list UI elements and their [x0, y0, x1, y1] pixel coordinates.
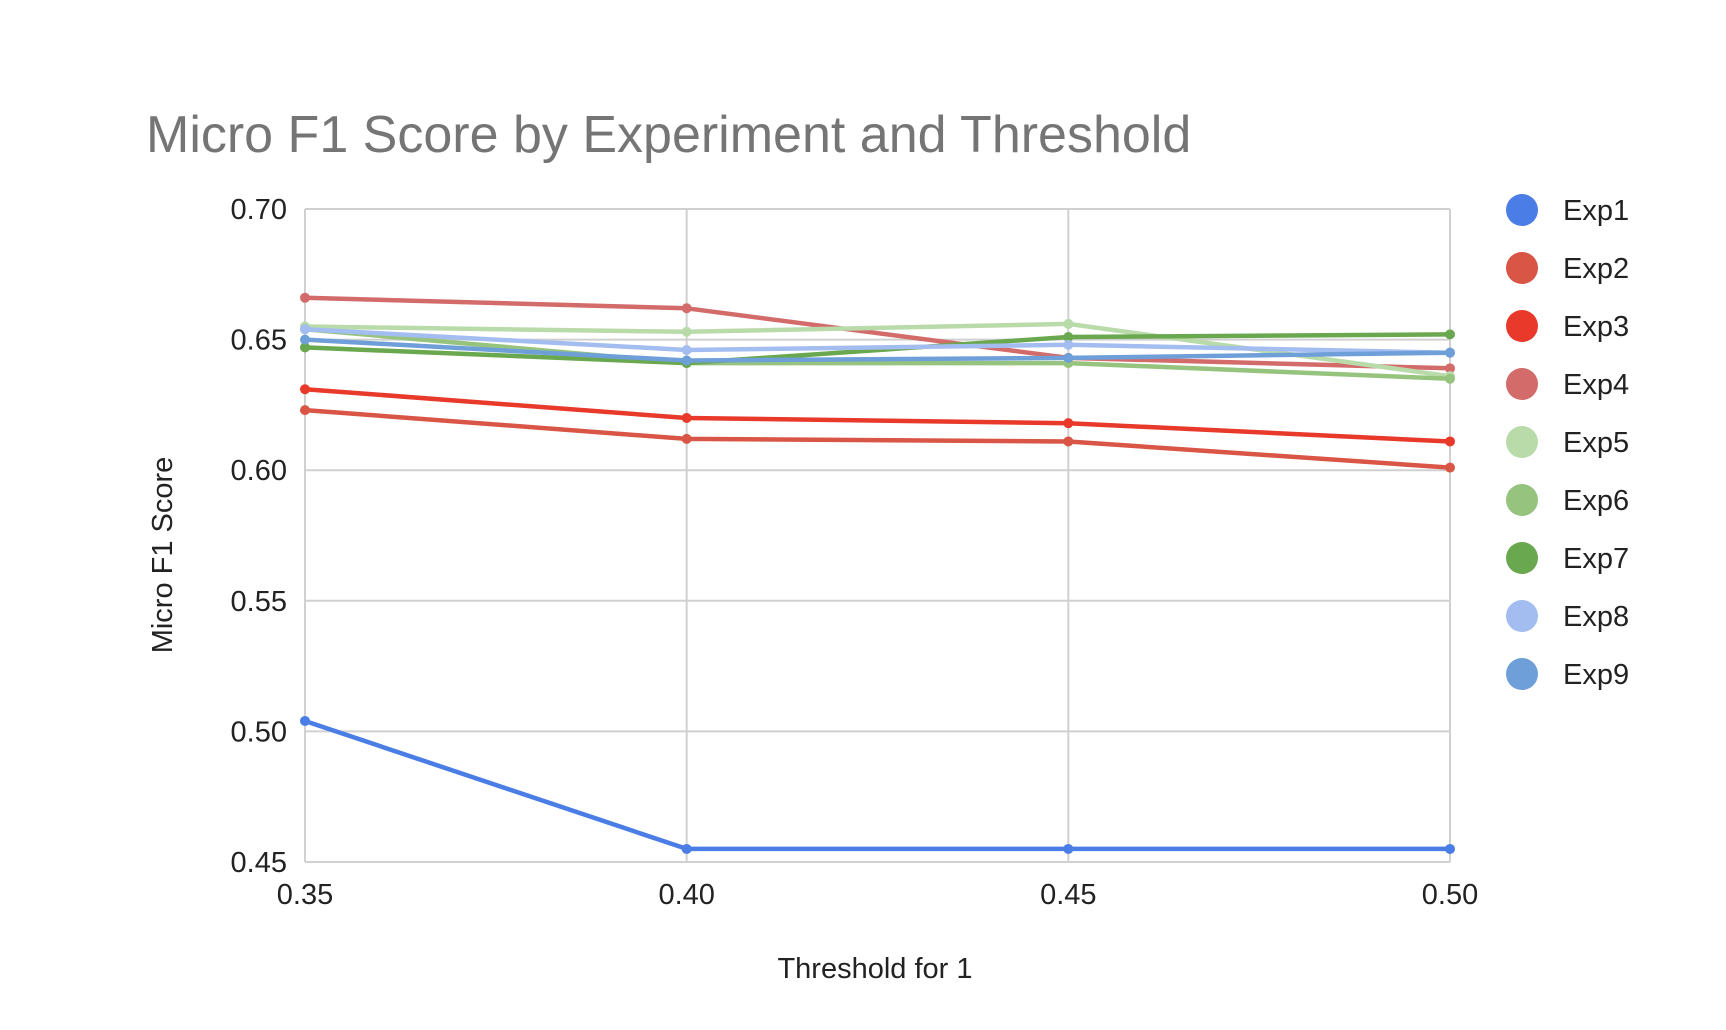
data-point — [1063, 843, 1074, 854]
data-point — [681, 843, 692, 854]
data-point — [1063, 318, 1074, 329]
series-exp7 — [300, 329, 1455, 369]
data-point — [300, 405, 310, 416]
data-point — [1063, 352, 1074, 363]
legend-marker — [1506, 194, 1538, 226]
legend-label: Exp9 — [1563, 659, 1629, 691]
series-lines — [300, 292, 1455, 854]
series-line-exp6 — [302, 326, 1453, 382]
data-point — [1063, 331, 1074, 342]
data-point — [1063, 339, 1074, 350]
legend-label: Exp8 — [1563, 601, 1629, 633]
series-exp2 — [300, 405, 1455, 473]
series-line-exp1 — [302, 718, 1453, 852]
data-point — [1445, 843, 1455, 854]
legend-marker — [1506, 368, 1538, 400]
y-axis-title: Micro F1 Score — [147, 457, 179, 654]
data-point — [681, 433, 692, 444]
legend-marker — [1506, 252, 1538, 284]
x-axis-title: Threshold for 1 — [777, 953, 972, 985]
series-line-exp4 — [302, 295, 1453, 371]
data-point — [681, 412, 692, 423]
legend: Exp1 Exp2 Exp3 Exp4 Exp5 Exp6 Exp7 Exp8 Exp9 — [1506, 194, 1629, 691]
y-tick-label: 0.50 — [231, 716, 287, 748]
x-tick-label: 0.35 — [277, 879, 333, 911]
y-tick-label: 0.55 — [231, 586, 287, 618]
data-point — [681, 345, 692, 356]
legend-label: Exp2 — [1563, 253, 1629, 285]
data-point — [300, 715, 310, 726]
y-tick-label: 0.70 — [231, 194, 287, 226]
data-point — [1445, 347, 1455, 358]
data-point — [1445, 436, 1455, 447]
y-tick-label: 0.60 — [231, 455, 287, 487]
data-point — [300, 384, 310, 395]
legend-item-exp9: Exp9 — [1506, 658, 1629, 691]
series-exp9 — [300, 334, 1455, 366]
legend-label: Exp4 — [1563, 369, 1629, 401]
legend-marker — [1506, 658, 1538, 690]
y-tick-label: 0.65 — [231, 325, 287, 357]
grid — [304, 208, 1451, 863]
data-point — [681, 303, 692, 314]
data-point — [300, 292, 310, 303]
legend-label: Exp5 — [1563, 427, 1629, 459]
data-point — [681, 355, 692, 366]
legend-label: Exp3 — [1563, 311, 1629, 343]
series-line-exp3 — [302, 386, 1453, 444]
x-tick-label: 0.50 — [1422, 879, 1478, 911]
data-point — [681, 326, 692, 337]
legend-marker — [1506, 310, 1538, 342]
legend-marker — [1506, 484, 1538, 516]
legend-item-exp2: Exp2 — [1506, 252, 1629, 285]
x-tick-label: 0.40 — [658, 879, 714, 911]
legend-item-exp8: Exp8 — [1506, 600, 1629, 633]
data-point — [1445, 462, 1455, 473]
data-point — [1445, 329, 1455, 340]
legend-item-exp6: Exp6 — [1506, 484, 1629, 517]
legend-item-exp4: Exp4 — [1506, 368, 1629, 401]
chart-title: Micro F1 Score by Experiment and Thresho… — [146, 106, 1191, 164]
data-point — [1445, 363, 1455, 374]
series-line-exp2 — [302, 407, 1453, 470]
series-line-exp9 — [302, 337, 1453, 363]
data-point — [300, 324, 310, 335]
legend-label: Exp7 — [1563, 543, 1629, 575]
legend-item-exp1: Exp1 — [1506, 194, 1629, 227]
legend-marker — [1506, 600, 1538, 632]
series-line-exp8 — [302, 326, 1453, 355]
axis-ticks: 0.45 0.50 0.55 0.60 0.65 0.70 0.35 0.40 0.45 0.50 — [231, 194, 1479, 911]
data-point — [1063, 436, 1074, 447]
legend-marker — [1506, 426, 1538, 458]
legend-item-exp5: Exp5 — [1506, 426, 1629, 459]
data-point — [300, 334, 310, 345]
legend-item-exp3: Exp3 — [1506, 310, 1629, 343]
data-point — [1063, 418, 1074, 429]
data-point — [1445, 373, 1455, 384]
series-line-exp7 — [302, 332, 1453, 366]
legend-label: Exp1 — [1563, 195, 1629, 227]
series-exp3 — [300, 384, 1455, 447]
legend-marker — [1506, 542, 1538, 574]
legend-label: Exp6 — [1563, 485, 1629, 517]
x-tick-label: 0.45 — [1040, 879, 1096, 911]
y-tick-label: 0.45 — [231, 847, 287, 879]
series-exp8 — [300, 324, 1455, 358]
data-point — [300, 342, 310, 353]
legend-item-exp7: Exp7 — [1506, 542, 1629, 575]
series-exp1 — [300, 715, 1455, 854]
